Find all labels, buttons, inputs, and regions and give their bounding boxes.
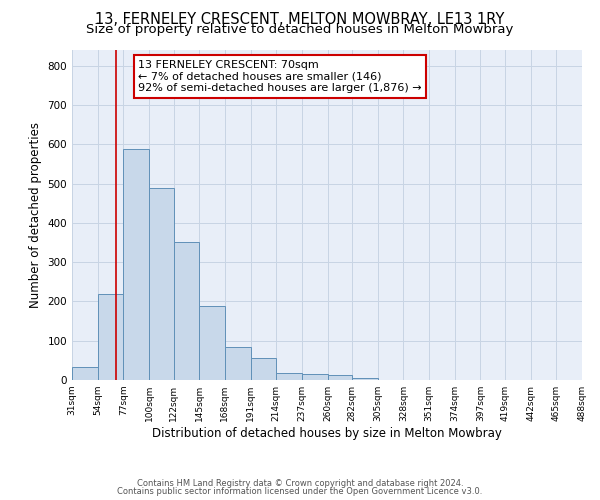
Bar: [328, 376, 352, 380]
Text: 13, FERNELEY CRESCENT, MELTON MOWBRAY, LE13 1RY: 13, FERNELEY CRESCENT, MELTON MOWBRAY, L…: [95, 12, 505, 28]
X-axis label: Distribution of detached houses by size in Melton Mowbray: Distribution of detached houses by size …: [152, 427, 502, 440]
Text: 13 FERNELEY CRESCENT: 70sqm
← 7% of detached houses are smaller (146)
92% of sem: 13 FERNELEY CRESCENT: 70sqm ← 7% of deta…: [139, 60, 422, 93]
Bar: [251, 358, 276, 380]
Bar: [72, 367, 98, 380]
Text: Contains public sector information licensed under the Open Government Licence v3: Contains public sector information licen…: [118, 487, 482, 496]
Bar: [199, 306, 225, 380]
Bar: [98, 294, 124, 380]
Bar: [173, 242, 199, 380]
Bar: [225, 348, 251, 380]
Text: Size of property relative to detached houses in Melton Mowbray: Size of property relative to detached ho…: [86, 22, 514, 36]
Bar: [149, 188, 173, 380]
Text: Contains HM Land Registry data © Crown copyright and database right 2024.: Contains HM Land Registry data © Crown c…: [137, 478, 463, 488]
Y-axis label: Number of detached properties: Number of detached properties: [29, 122, 42, 308]
Bar: [302, 374, 328, 380]
Bar: [276, 373, 302, 380]
Bar: [352, 378, 378, 380]
Bar: [124, 149, 149, 380]
